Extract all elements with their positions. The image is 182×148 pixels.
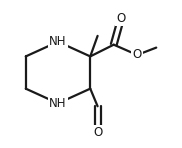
Text: O: O	[116, 12, 126, 25]
Text: O: O	[132, 48, 142, 61]
Text: NH: NH	[49, 35, 67, 48]
Text: O: O	[93, 126, 102, 139]
Text: NH: NH	[49, 97, 67, 110]
